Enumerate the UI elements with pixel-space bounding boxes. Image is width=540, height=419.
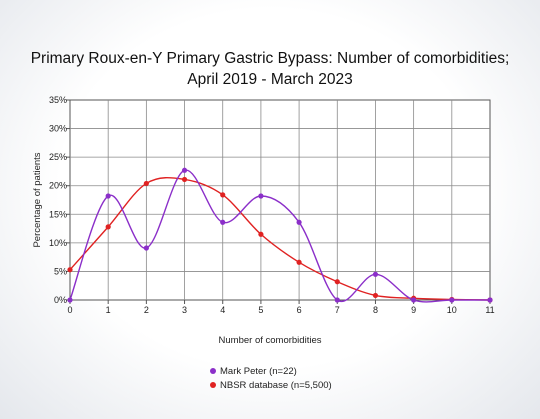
series-1-point (67, 297, 73, 303)
series-2-point (105, 224, 111, 230)
y-tick-label: 20% (49, 181, 67, 191)
series-1-point (334, 297, 340, 303)
series-2-point (220, 192, 226, 198)
x-tick-label: 8 (373, 305, 378, 315)
series-line-2 (69, 177, 491, 301)
series-1-point (372, 271, 379, 277)
x-tick-label: 6 (297, 305, 302, 315)
legend: Mark Peter (n=22) NBSR database (n=5,500… (210, 364, 332, 392)
series-1-point (258, 193, 264, 199)
y-tick-label: 15% (49, 209, 67, 219)
x-axis-ticks: 0 1 2 3 4 5 6 7 8 9 10 11 (67, 300, 495, 315)
x-tick-label: 2 (144, 305, 149, 315)
series-2-point (372, 292, 379, 299)
series-1-point (296, 219, 302, 225)
grid-lines (70, 100, 490, 300)
series-2-point (181, 176, 188, 183)
x-tick-label: 0 (67, 305, 72, 315)
chart-title: Primary Roux-en-Y Primary Gastric Bypass… (0, 48, 540, 90)
y-tick-label: 10% (49, 238, 67, 248)
series-1-point (411, 297, 417, 303)
y-axis-label: Percentage of patients (32, 152, 43, 247)
x-tick-label: 3 (182, 305, 187, 315)
y-tick-label: 5% (54, 266, 67, 276)
legend-marker-series-2 (210, 382, 216, 388)
legend-item-series-1: Mark Peter (n=22) (210, 364, 332, 378)
y-tick-label: 35% (49, 95, 67, 105)
series-2-point (143, 180, 149, 187)
y-tick-label: 0% (54, 295, 67, 305)
x-tick-label: 5 (258, 305, 263, 315)
legend-marker-series-1 (210, 368, 216, 374)
y-tick-label: 25% (49, 152, 67, 162)
series-layer (67, 167, 493, 303)
series-2-point (258, 231, 264, 237)
chart-title-line-2: April 2019 - March 2023 (187, 71, 353, 88)
legend-label-series-1: Mark Peter (n=22) (220, 365, 297, 377)
series-1-point (105, 193, 111, 199)
chart-title-line-1: Primary Roux-en-Y Primary Gastric Bypass… (30, 50, 510, 67)
series-2-point (296, 259, 302, 265)
y-axis-ticks: 0% 5% 10% 15% 20% 25% 30% 35% (49, 95, 70, 305)
x-tick-label: 1 (106, 305, 111, 315)
x-tick-label: 7 (335, 305, 340, 315)
x-tick-label: 4 (220, 305, 225, 315)
x-tick-label: 11 (485, 305, 494, 315)
legend-label-series-2: NBSR database (n=5,500) (220, 379, 332, 391)
plot-area (69, 99, 491, 301)
x-tick-label: 9 (411, 305, 416, 315)
series-1-point (181, 167, 188, 173)
series-1-point (143, 245, 149, 251)
series-1-point (220, 219, 226, 225)
x-tick-label: 10 (447, 305, 457, 315)
y-tick-label: 30% (49, 124, 67, 134)
series-2-point (67, 267, 73, 273)
x-axis-label: Number of comorbidities (219, 335, 322, 346)
legend-item-series-2: NBSR database (n=5,500) (210, 378, 332, 392)
series-1-point (449, 297, 455, 303)
series-1-point (487, 297, 493, 303)
series-2-point (334, 279, 340, 285)
